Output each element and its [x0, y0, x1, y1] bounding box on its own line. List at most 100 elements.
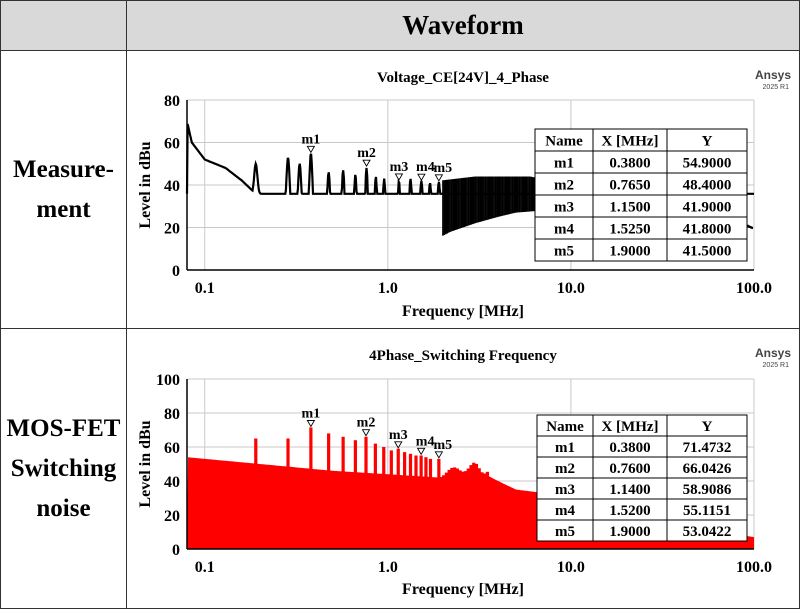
y-tick-label: 80	[164, 93, 180, 110]
spectrum-bar	[396, 448, 400, 549]
row-label-line: Measure-	[13, 155, 114, 183]
marker-table-cell: 41.8000	[683, 222, 732, 238]
marker-table-cell: 66.0426	[683, 461, 732, 477]
marker-triangle	[434, 451, 444, 459]
spectrum-bar	[455, 468, 459, 475]
row-label-line: noise	[36, 494, 91, 522]
spectrum-bar	[424, 457, 428, 549]
x-tick-label: 0.1	[195, 559, 215, 576]
marker-table-cell: 1.1400	[609, 482, 650, 498]
brand-logo-text: Ansys	[755, 68, 791, 82]
x-tick-label: 100.0	[736, 280, 772, 297]
spectrum-bar	[382, 447, 386, 549]
marker-triangle	[306, 145, 316, 154]
spectrum-bar	[472, 462, 476, 471]
marker-triangle	[394, 173, 404, 181]
marker-table-header: Y	[702, 419, 713, 435]
spectrum-bar	[254, 438, 258, 549]
marker-table-cell: 53.0422	[683, 524, 732, 540]
y-tick-label: 80	[164, 406, 180, 423]
marker-table-cell: 0.7600	[609, 461, 650, 477]
spectrum-bar	[469, 465, 473, 472]
row-label-line: Switching	[10, 454, 117, 482]
marker-label: m2	[357, 416, 376, 431]
marker-table-cell: 0.7650	[609, 178, 650, 194]
row-label-mosfet: MOS-FET Switching noise	[0, 328, 127, 609]
spectrum-bar	[439, 476, 443, 479]
spectrum-bar	[419, 455, 423, 549]
spectrum-bar	[480, 472, 484, 474]
spectrum-bar	[403, 452, 407, 549]
header-empty-cell	[0, 0, 127, 51]
marker-table-header: X [MHz]	[601, 419, 658, 435]
marker-triangle	[361, 429, 371, 437]
marker-table-cell: 54.9000	[683, 156, 732, 172]
chart-title: Voltage_CE[24V]_4_Phase	[377, 70, 549, 86]
marker-triangle	[393, 441, 403, 449]
marker-table-cell: 0.3800	[609, 440, 650, 456]
y-tick-label: 40	[164, 178, 180, 195]
y-axis-label: Level in dBu	[137, 141, 154, 228]
marker-table-cell: m3	[555, 482, 575, 498]
spectrum-bar	[353, 440, 357, 549]
marker-table-cell: m4	[554, 222, 574, 238]
spectrum-bar	[309, 427, 313, 549]
marker-label: m5	[434, 161, 453, 176]
spectrum-bar	[408, 453, 413, 549]
x-tick-label: 100.0	[736, 559, 772, 576]
marker-label: m2	[357, 146, 376, 161]
x-axis-label: Frequency [MHz]	[402, 581, 524, 598]
spectrum-bar	[461, 471, 465, 473]
marker-table-cell: 71.4732	[683, 440, 732, 456]
marker-label: m4	[416, 160, 435, 175]
x-tick-label: 10.0	[557, 280, 585, 297]
spectrum-bar	[466, 468, 470, 472]
marker-label: m3	[390, 160, 409, 175]
marker-table-cell: 1.1500	[609, 200, 650, 216]
spectrum-bar	[474, 463, 479, 471]
marker-label: m1	[302, 406, 321, 421]
marker-triangle	[362, 159, 371, 168]
marker-table-cell: m5	[554, 244, 574, 260]
spectrum-bar	[437, 458, 441, 549]
y-axis-label: Level in dBu	[137, 420, 154, 507]
marker-table-cell: m2	[555, 461, 575, 477]
spectrum-bar	[447, 469, 451, 477]
marker-label: m1	[302, 132, 321, 147]
marker-label: m4	[416, 434, 435, 449]
y-tick-label: 20	[164, 221, 180, 238]
y-tick-label: 40	[164, 474, 180, 491]
y-tick-label: 60	[164, 440, 180, 457]
marker-table-cell: m1	[554, 156, 574, 172]
marker-table-cell: 48.4000	[683, 178, 732, 194]
chart-switching: 4Phase_Switching Frequency Ansys 2025 R1 0 2…	[137, 346, 791, 598]
spectrum-bar	[458, 470, 462, 474]
marker-triangle	[306, 420, 316, 428]
spectrum-bar	[450, 467, 454, 476]
row-label-measurement: Measure- ment	[0, 50, 127, 329]
marker-table-cell: 0.3800	[609, 156, 650, 172]
brand-logo-text: Ansys	[755, 346, 791, 360]
spectrum-bar	[453, 467, 457, 475]
marker-table-header: X [MHz]	[601, 134, 658, 150]
y-tick-label: 60	[164, 136, 180, 153]
y-tick-label: 0	[172, 263, 180, 280]
spectrum-bar	[477, 468, 481, 473]
chart-measurement: Voltage_CE[24V]_4_Phase Ansys 2025 R1 0 20 40…	[137, 68, 791, 320]
header-waveform: Waveform	[126, 0, 800, 51]
marker-triangle	[417, 173, 426, 182]
spectrum-bar	[444, 472, 449, 477]
x-tick-label: 1.0	[378, 559, 398, 576]
chart-cell-measurement: Voltage_CE[24V]_4_Phase Ansys 2025 R1 0 20 40…	[126, 50, 800, 329]
brand-version-text: 2025 R1	[763, 84, 790, 91]
marker-label: m5	[434, 438, 453, 453]
row-label-line: MOS-FET	[6, 414, 121, 442]
marker-table-cell: 41.9000	[683, 200, 732, 216]
marker-table-cell: m5	[555, 524, 575, 540]
marker-table-header: Name	[546, 419, 584, 435]
marker-table-cell: 1.9000	[609, 524, 650, 540]
marker-table-cell: m2	[554, 178, 574, 194]
marker-table-cell: 1.9000	[609, 244, 650, 260]
chart-cell-switching: 4Phase_Switching Frequency Ansys 2025 R1 0 2…	[126, 328, 800, 609]
